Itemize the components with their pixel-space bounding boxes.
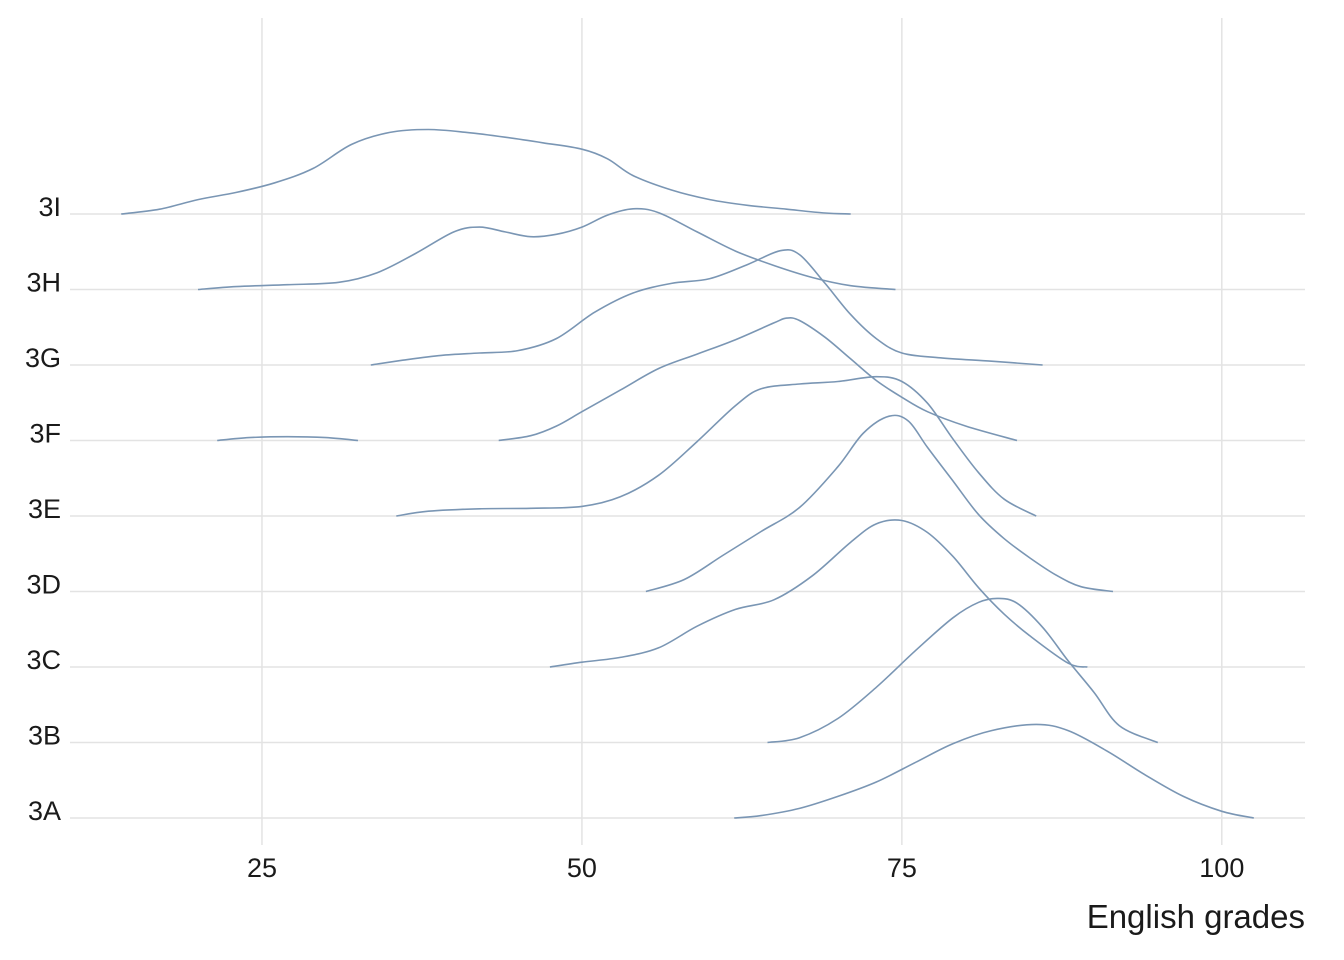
x-tick-label-100: 100 bbox=[1199, 853, 1244, 883]
x-tick-label-75: 75 bbox=[887, 853, 917, 883]
category-label-3I: 3I bbox=[38, 192, 61, 222]
ridge-3E-4 bbox=[396, 375, 1037, 517]
category-label-3F: 3F bbox=[29, 419, 61, 449]
category-label-3B: 3B bbox=[28, 721, 61, 751]
x-tick-label-25: 25 bbox=[247, 853, 277, 883]
ridge-3F-5 bbox=[217, 435, 359, 442]
x-axis-title: English grades bbox=[1087, 898, 1305, 935]
ridge-3I-9 bbox=[121, 128, 851, 215]
ridge-3A-0 bbox=[734, 723, 1254, 819]
ridge-3F-6 bbox=[498, 317, 1018, 442]
category-label-3A: 3A bbox=[28, 796, 61, 826]
ridge-3D-3 bbox=[645, 414, 1114, 593]
ridge-3H-8 bbox=[197, 207, 896, 291]
category-label-3G: 3G bbox=[25, 343, 61, 373]
ridge-3C-2 bbox=[549, 519, 1088, 668]
category-label-3C: 3C bbox=[26, 645, 61, 675]
category-label-3E: 3E bbox=[28, 494, 61, 524]
axis-labels: 25 50 75 100 3A 3B 3C 3D 3E 3F 3G 3H 3I bbox=[25, 192, 1244, 883]
category-label-3D: 3D bbox=[26, 570, 61, 600]
category-label-3H: 3H bbox=[26, 268, 61, 298]
ridge-series bbox=[121, 128, 1254, 819]
ridge-3B-1 bbox=[767, 597, 1159, 744]
grid-lines bbox=[70, 18, 1305, 845]
ridge-3G-7 bbox=[370, 248, 1043, 366]
x-tick-label-50: 50 bbox=[567, 853, 597, 883]
